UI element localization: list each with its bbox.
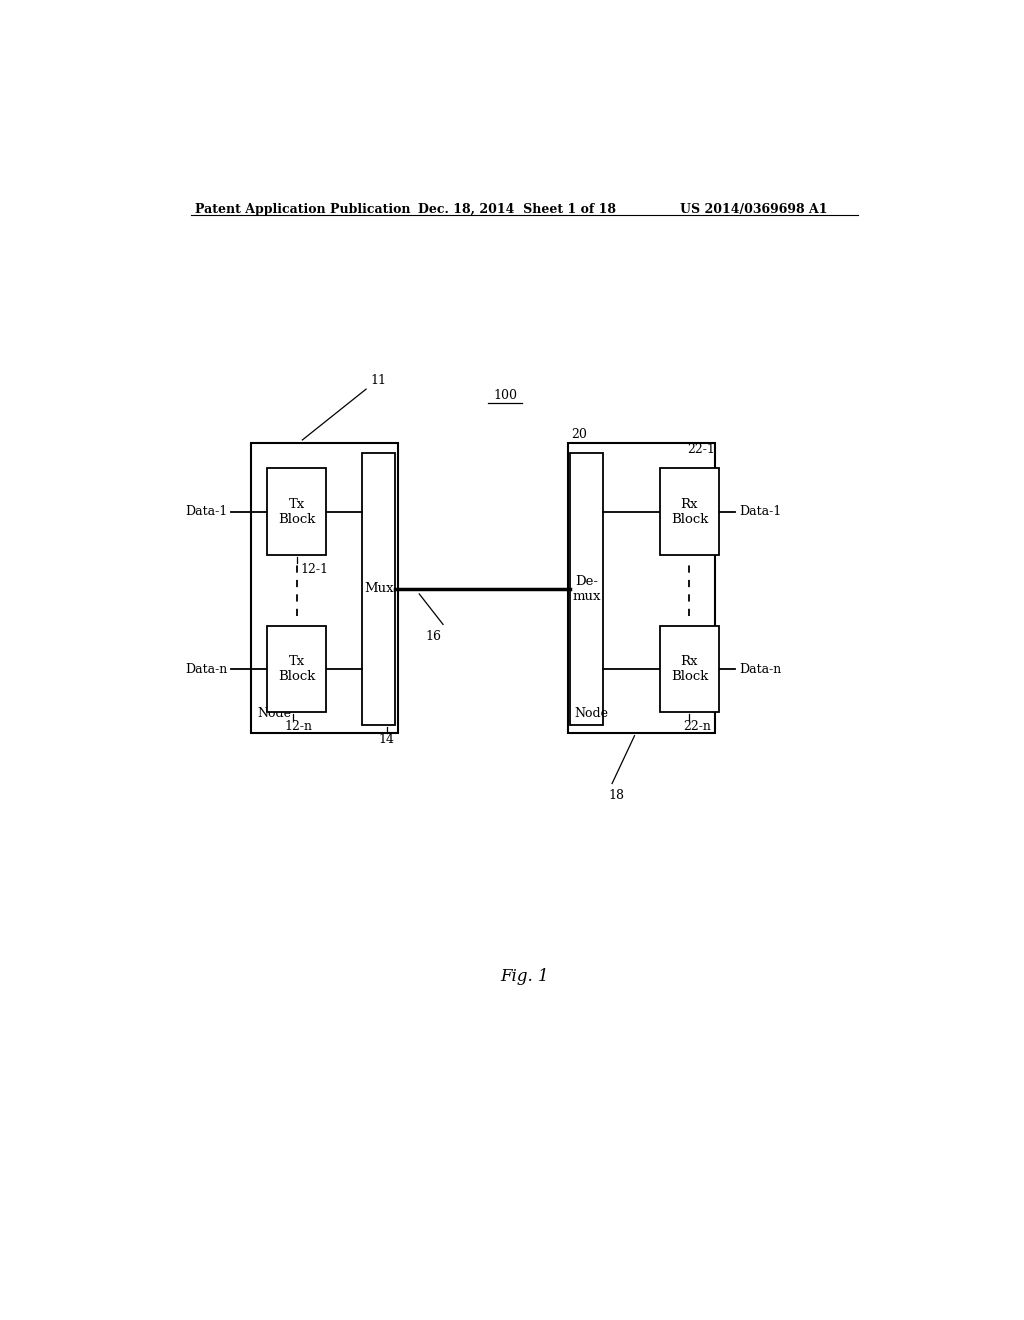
Text: Rx
Block: Rx Block [671,498,709,525]
Text: 22-1: 22-1 [687,444,716,457]
Text: Mux: Mux [364,582,393,595]
Text: Node: Node [574,708,609,721]
Text: Tx
Block: Tx Block [278,498,315,525]
Bar [362,453,395,725]
Text: Tx
Block: Tx Block [278,655,315,684]
Text: 100: 100 [493,389,517,403]
Bar [570,453,603,725]
Text: Data-n: Data-n [185,663,227,676]
Text: Dec. 18, 2014  Sheet 1 of 18: Dec. 18, 2014 Sheet 1 of 18 [418,203,615,216]
Text: US 2014/0369698 A1: US 2014/0369698 A1 [680,203,827,216]
Text: 16: 16 [426,630,441,643]
Text: Data-1: Data-1 [185,506,227,517]
Text: 20: 20 [570,428,587,441]
Text: Node: Node [257,708,292,721]
Text: 18: 18 [608,788,624,801]
Text: Data-1: Data-1 [739,506,781,517]
Text: 22-n: 22-n [683,721,712,734]
Text: Rx
Block: Rx Block [671,655,709,684]
Text: Fig. 1: Fig. 1 [501,968,549,985]
Bar [568,444,715,733]
Bar [267,626,327,713]
Text: Data-n: Data-n [739,663,781,676]
Text: 12-1: 12-1 [301,562,329,576]
Bar [251,444,397,733]
Text: 12-n: 12-n [285,721,312,734]
Bar [659,469,719,554]
Bar [659,626,719,713]
Text: 11: 11 [370,374,386,387]
Text: Patent Application Publication: Patent Application Publication [196,203,411,216]
Bar [267,469,327,554]
Text: 14: 14 [379,733,394,746]
Text: De-
mux: De- mux [572,574,601,603]
